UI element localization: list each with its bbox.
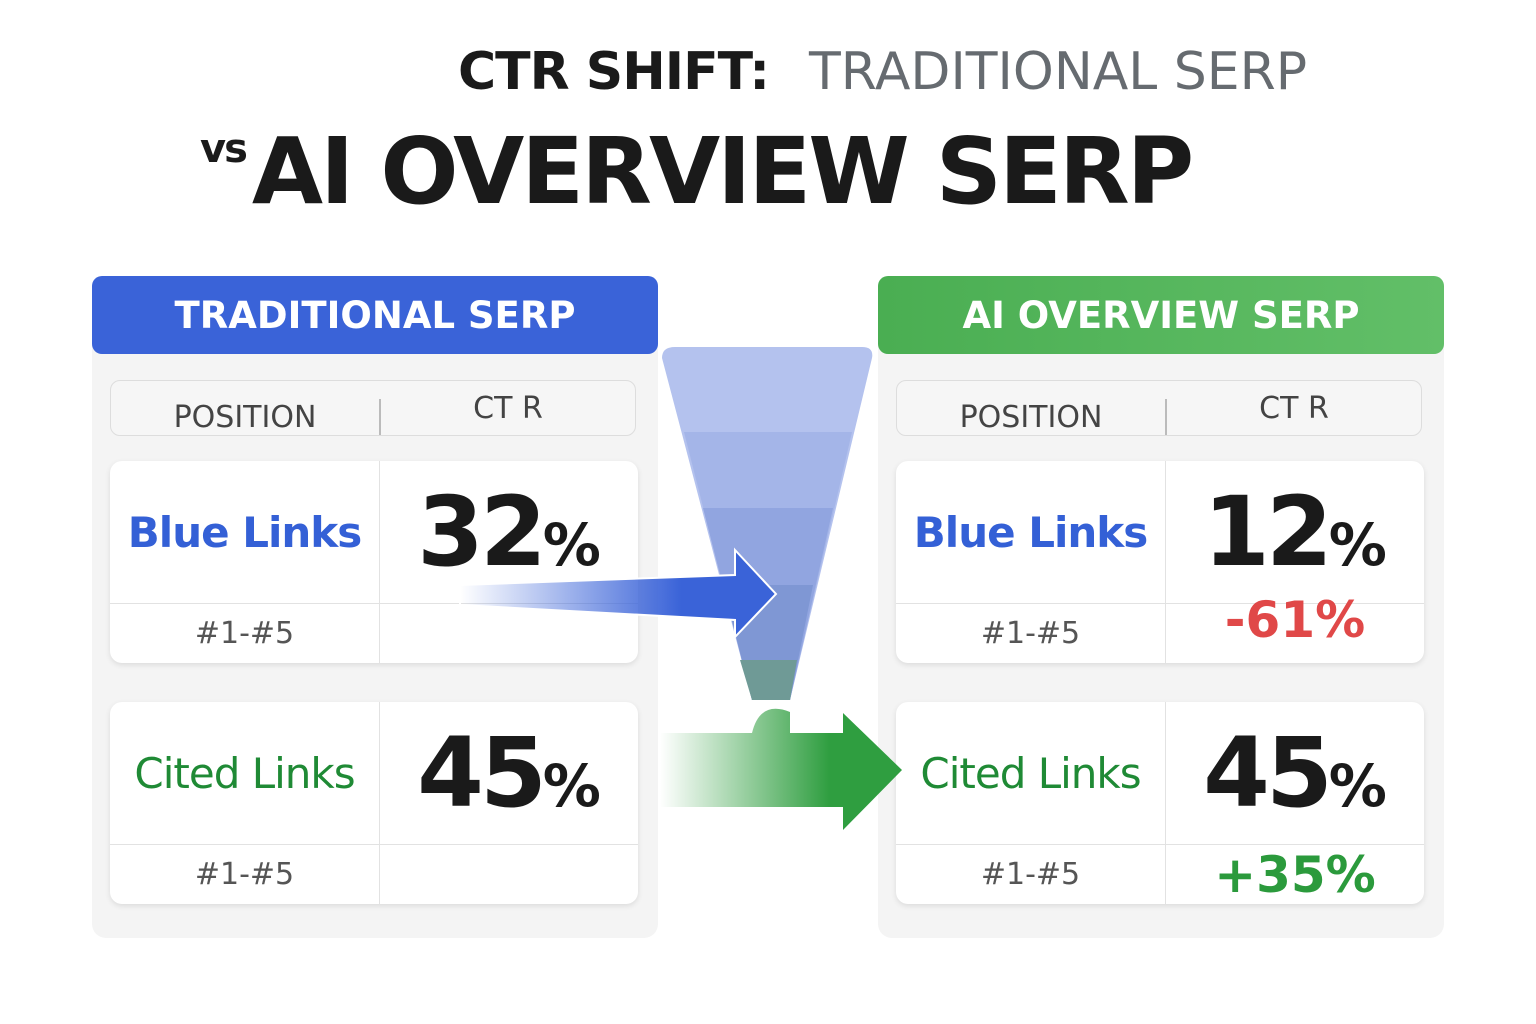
ai-overview-serp-panel: AI OVERVIEW SERP POSITION CT R Blue Links… — [878, 276, 1444, 938]
green-arrow-icon — [660, 708, 902, 830]
row-position: #1-#5 — [980, 616, 1081, 651]
title-line-1: CTR SHIFT: TRADITIONAL SERP — [458, 42, 1307, 102]
table-row: Cited Links #1-#5 45% +35% — [896, 702, 1424, 904]
col-position: POSITION — [897, 399, 1167, 435]
table-row: Blue Links #1-#5 32% — [110, 461, 638, 663]
row-position: #1-#5 — [194, 857, 295, 892]
title-light: TRADITIONAL SERP — [809, 42, 1308, 102]
row-label: Cited Links — [920, 748, 1141, 798]
row-label: Cited Links — [134, 748, 355, 798]
title-vs: vs — [200, 126, 248, 172]
row-ctr: 12% — [1203, 476, 1387, 588]
row-position: #1-#5 — [194, 616, 295, 651]
panel-header: AI OVERVIEW SERP — [878, 276, 1444, 354]
change-badge: +35% — [1214, 845, 1376, 904]
row-position: #1-#5 — [980, 857, 1081, 892]
row-label: Blue Links — [127, 507, 362, 557]
table-header: POSITION CT R — [896, 380, 1422, 436]
title-main: AI OVERVIEW SERP — [251, 118, 1194, 225]
row-ctr: 45% — [1203, 717, 1387, 829]
panel-header: TRADITIONAL SERP — [92, 276, 658, 354]
traditional-serp-panel: TRADITIONAL SERP POSITION CT R Blue Links… — [92, 276, 658, 938]
table-row: Cited Links #1-#5 45% — [110, 702, 638, 904]
row-ctr: 45% — [417, 717, 601, 829]
funnel-icon — [662, 347, 873, 700]
row-label: Blue Links — [913, 507, 1148, 557]
title-bold: CTR SHIFT: — [458, 42, 770, 102]
table-row: Blue Links #1-#5 12% -61% — [896, 461, 1424, 663]
change-badge: -61% — [1224, 591, 1366, 649]
row-ctr: 32% — [417, 476, 601, 588]
col-ctr: CT R — [473, 390, 543, 426]
col-ctr: CT R — [1259, 390, 1329, 426]
blue-arrow-icon — [459, 547, 778, 640]
col-position: POSITION — [111, 399, 381, 435]
title-line-2: vsAI OVERVIEW SERP — [200, 118, 1194, 225]
table-header: POSITION CT R — [110, 380, 636, 436]
